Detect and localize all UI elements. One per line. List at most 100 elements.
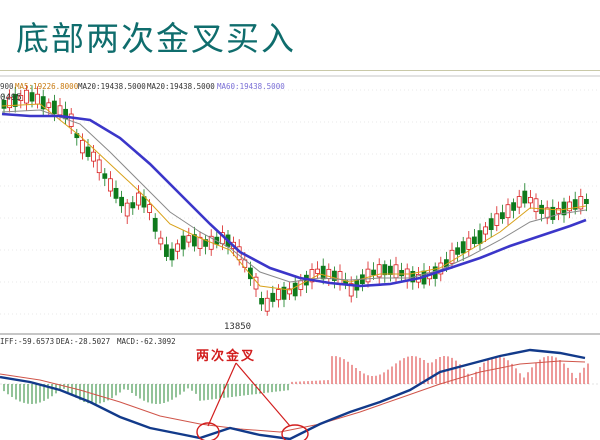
candle-body	[264, 297, 270, 312]
cross-circle-2	[281, 424, 309, 440]
arrow-left	[207, 362, 237, 427]
candle-body	[40, 96, 46, 110]
macd-lines	[0, 348, 586, 440]
candle-body	[18, 95, 24, 101]
candle-body	[567, 201, 572, 212]
candle-body	[152, 217, 158, 232]
candle-body	[7, 96, 12, 109]
candle-body	[376, 264, 382, 278]
arrow-right	[235, 362, 291, 427]
candle-body	[96, 159, 102, 174]
candle-body	[147, 204, 153, 213]
candle-body	[270, 292, 276, 302]
candle-body	[309, 269, 315, 283]
candle-body	[561, 201, 567, 216]
candle-body	[124, 202, 130, 217]
candle-body	[85, 146, 91, 157]
candle-body	[471, 236, 477, 245]
candle-body	[163, 244, 169, 257]
candle-body	[365, 268, 371, 283]
candle-body	[197, 236, 203, 249]
candle-body	[533, 198, 539, 213]
candle-body	[331, 270, 337, 281]
candle-body	[180, 235, 186, 250]
candle-body	[80, 139, 85, 154]
candle-body	[556, 208, 561, 214]
candle-body	[516, 196, 522, 208]
low-price-label: 13850	[224, 322, 252, 332]
candle-body	[320, 265, 326, 280]
macd-histogram	[3, 356, 589, 404]
ma60-label: MA60:19438.5000	[217, 82, 285, 91]
candle-body	[348, 283, 354, 297]
golden-cross-annotation: 两次金叉	[196, 349, 257, 364]
candle-body	[460, 241, 466, 254]
dea-line	[0, 360, 586, 433]
candle-body	[522, 190, 528, 204]
candle-body	[315, 268, 321, 274]
candle-body	[91, 151, 96, 162]
ma5-line	[1, 103, 587, 291]
candle-body	[393, 264, 399, 279]
macd-dea-label: DEA:-28.5027	[56, 337, 111, 346]
candle-body	[387, 265, 393, 275]
candle-body	[499, 212, 505, 220]
candle-body	[572, 199, 578, 210]
stock-chart[interactable]: 900 MA5:19226.8000 MA20:19438.5000 MA20:…	[0, 72, 600, 440]
candle-body	[12, 94, 18, 107]
candle-body	[371, 269, 377, 276]
annotation-box	[190, 344, 292, 361]
ma5-label: MA5:19226.8000	[15, 82, 79, 91]
ma20-label: MA20:19438.5000	[78, 82, 146, 91]
candle-body	[511, 202, 517, 211]
slide-title: 底部两次金叉买入	[16, 19, 296, 58]
candle-body	[275, 289, 281, 301]
candle-body	[46, 102, 52, 108]
candle-body	[29, 92, 35, 102]
candle-body	[169, 248, 175, 261]
dif-line	[0, 348, 586, 440]
candle-body	[175, 243, 181, 252]
macd-value-label: MACD:-62.3092	[117, 337, 176, 346]
candle-body	[52, 100, 57, 115]
candle-body	[455, 247, 461, 255]
high-price-label: 0495	[0, 93, 22, 103]
candle-body	[539, 204, 544, 214]
candle-body	[483, 226, 489, 235]
candle-body	[102, 173, 108, 179]
candle-body	[287, 288, 293, 295]
ma20b-label: MA20:19438.5000	[147, 82, 215, 91]
candle-body	[119, 196, 124, 207]
moving-average-lines	[1, 103, 587, 291]
candle-body	[135, 192, 141, 206]
ma60-line	[1, 112, 587, 288]
candle-body	[108, 178, 113, 192]
ma20-line	[1, 109, 587, 283]
candle-body	[544, 207, 550, 219]
cross-circle-1	[196, 422, 220, 440]
candle-body	[23, 89, 29, 104]
macd-diff-label: IFF:-59.6573	[0, 337, 55, 346]
candle-body	[382, 264, 388, 276]
candle-body	[247, 267, 253, 280]
golden-cross-markers	[196, 362, 309, 440]
candle-body	[584, 198, 589, 205]
ma-cut-label: 900	[0, 82, 14, 91]
candle-body	[186, 235, 192, 243]
candle-body	[477, 230, 483, 245]
candle-body	[158, 237, 164, 245]
candle-body	[292, 282, 298, 297]
candle-body	[259, 298, 265, 305]
candle-body	[203, 239, 209, 247]
candle-body	[281, 286, 287, 300]
candle-body	[1, 99, 7, 109]
candle-body	[191, 234, 197, 247]
candle-body	[578, 196, 584, 210]
candle-body	[130, 202, 136, 209]
candle-body	[113, 187, 119, 199]
chart-canvas	[0, 75, 600, 440]
candle-body	[505, 204, 511, 219]
candle-body	[337, 271, 343, 285]
candle-body	[35, 93, 40, 105]
candle-body	[494, 213, 500, 226]
